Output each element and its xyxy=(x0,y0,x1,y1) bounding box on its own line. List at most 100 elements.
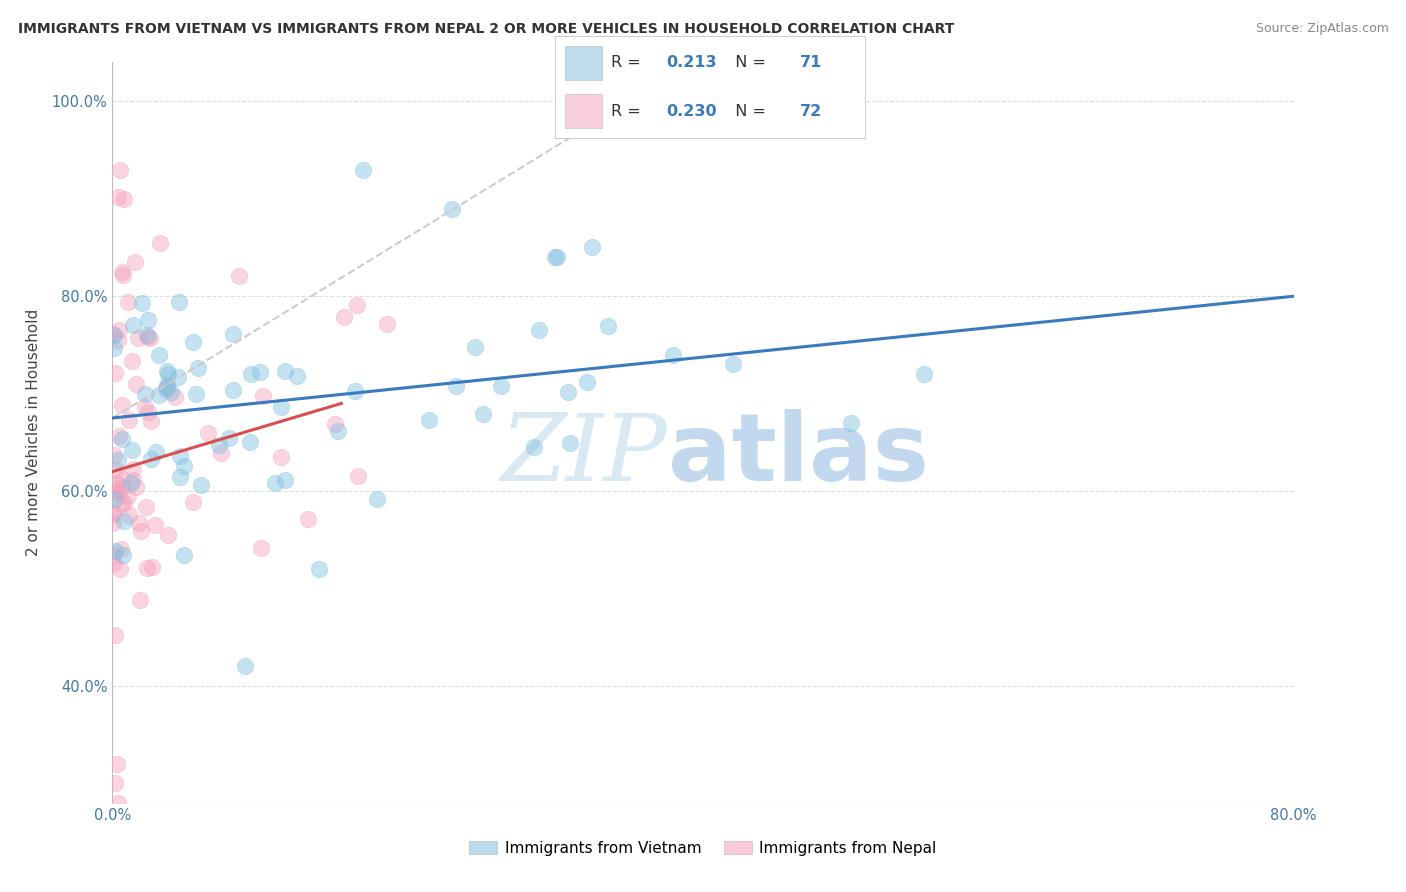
Point xyxy=(127,331,149,345)
Point xyxy=(117,295,139,310)
Point xyxy=(105,482,128,496)
Point xyxy=(218,431,240,445)
Point xyxy=(155,382,177,396)
Point xyxy=(352,162,374,177)
Point xyxy=(110,542,132,557)
Point xyxy=(138,330,160,344)
Point xyxy=(523,440,546,454)
Text: 71: 71 xyxy=(800,55,823,70)
Point xyxy=(285,369,308,384)
Point xyxy=(233,659,256,673)
Text: R =: R = xyxy=(612,55,645,70)
Point xyxy=(111,549,134,563)
Point xyxy=(209,445,232,459)
Point xyxy=(103,507,125,521)
Text: Source: ZipAtlas.com: Source: ZipAtlas.com xyxy=(1256,22,1389,36)
Point xyxy=(103,491,125,506)
Point xyxy=(122,462,145,476)
Point xyxy=(129,593,152,607)
Point xyxy=(118,508,141,523)
Point xyxy=(308,562,330,576)
Point xyxy=(103,327,125,342)
Point xyxy=(103,507,125,521)
Point xyxy=(222,326,245,341)
Point xyxy=(165,390,187,404)
Point xyxy=(135,561,157,575)
Point xyxy=(139,331,162,345)
Point xyxy=(110,265,132,279)
Point xyxy=(914,367,936,381)
Text: 0.213: 0.213 xyxy=(666,55,717,70)
Legend: Immigrants from Vietnam, Immigrants from Nepal: Immigrants from Vietnam, Immigrants from… xyxy=(464,835,942,862)
Point xyxy=(121,443,143,458)
Point xyxy=(347,469,370,483)
Point xyxy=(274,364,297,378)
Point xyxy=(222,383,245,397)
Point xyxy=(149,235,172,250)
Point xyxy=(104,543,127,558)
Point xyxy=(108,486,131,500)
Point xyxy=(441,202,464,216)
Point xyxy=(141,560,163,574)
Point xyxy=(110,562,132,576)
Point xyxy=(148,348,170,362)
Point xyxy=(103,516,125,531)
Point xyxy=(122,473,145,487)
Point xyxy=(839,416,862,430)
Point xyxy=(169,450,191,464)
Point xyxy=(527,323,550,337)
Point xyxy=(103,556,125,570)
Point xyxy=(544,250,567,264)
Point xyxy=(249,541,271,556)
Point xyxy=(156,364,179,378)
Point xyxy=(121,318,143,333)
Point xyxy=(169,469,191,483)
Point xyxy=(138,405,160,419)
Text: ZIP: ZIP xyxy=(501,409,668,500)
Point xyxy=(187,360,209,375)
Point xyxy=(252,389,274,403)
Point xyxy=(129,524,152,538)
Point xyxy=(557,385,579,400)
Point xyxy=(343,384,366,399)
Text: N =: N = xyxy=(725,55,772,70)
Point xyxy=(239,435,262,450)
Point xyxy=(156,379,179,393)
Point xyxy=(134,400,156,414)
Point xyxy=(326,425,349,439)
Point xyxy=(104,776,127,790)
Point xyxy=(173,459,195,474)
Point xyxy=(197,425,219,440)
Point xyxy=(721,358,744,372)
Point xyxy=(464,340,486,354)
Point xyxy=(136,313,159,327)
Point xyxy=(105,756,128,771)
Text: R =: R = xyxy=(612,103,645,119)
Point xyxy=(139,414,162,428)
Point xyxy=(104,485,127,500)
Point xyxy=(375,317,398,331)
Point xyxy=(107,333,129,347)
Point xyxy=(124,480,146,494)
Text: 0.230: 0.230 xyxy=(666,103,717,119)
Point xyxy=(124,255,146,269)
Point xyxy=(136,328,159,343)
Point xyxy=(112,514,135,528)
Point xyxy=(270,450,292,464)
Point xyxy=(160,385,183,400)
Text: N =: N = xyxy=(725,103,772,119)
Point xyxy=(108,323,131,337)
Point xyxy=(156,378,179,392)
Point xyxy=(418,412,440,426)
Point xyxy=(598,319,620,334)
Point xyxy=(156,528,179,542)
Point xyxy=(121,354,143,368)
Point xyxy=(104,462,127,476)
Y-axis label: 2 or more Vehicles in Household: 2 or more Vehicles in Household xyxy=(25,309,41,557)
Point xyxy=(558,435,581,450)
Point xyxy=(120,475,142,490)
Point xyxy=(104,628,127,642)
Point xyxy=(131,296,153,310)
Point xyxy=(135,500,157,514)
Point xyxy=(134,387,156,401)
